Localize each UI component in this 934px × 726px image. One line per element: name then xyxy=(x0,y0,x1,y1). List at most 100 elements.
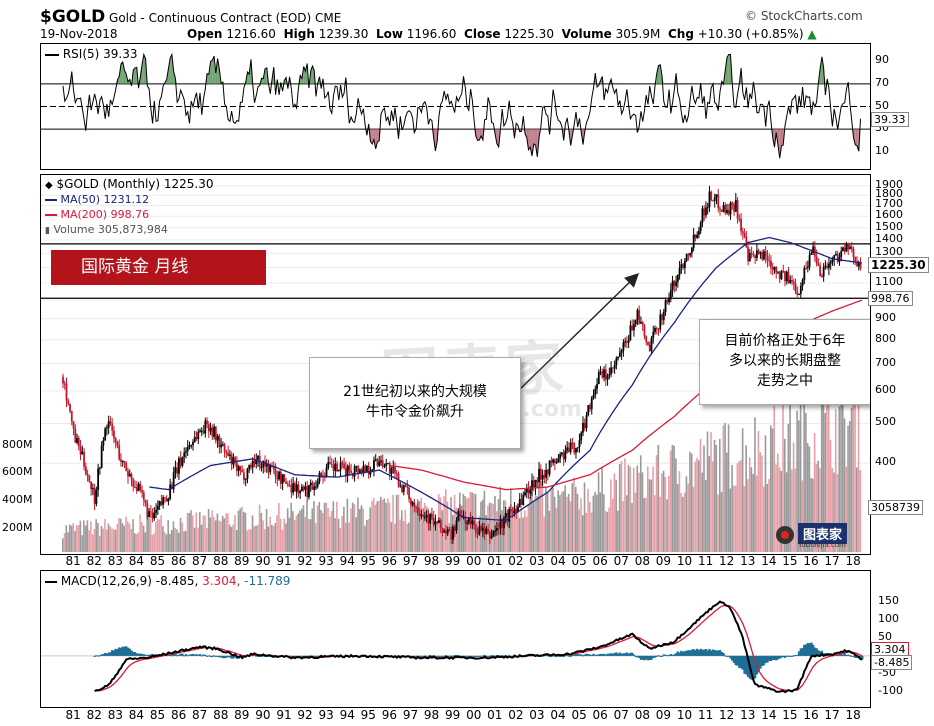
rsi-tick-label: 70 xyxy=(875,75,889,89)
volume-bar xyxy=(696,457,698,552)
volume-bar xyxy=(406,523,408,552)
candle-body xyxy=(655,328,658,330)
volume-bar xyxy=(697,460,700,552)
volume-bar xyxy=(63,533,66,552)
candle-body xyxy=(381,460,384,467)
candle-body xyxy=(824,265,827,268)
volume-bar xyxy=(673,445,675,552)
volume-bar xyxy=(768,479,770,552)
x-axis-label: 89 xyxy=(234,708,250,722)
volume-bar xyxy=(819,468,821,552)
candle-body xyxy=(615,358,618,366)
volume-bar xyxy=(365,520,368,552)
candle-body xyxy=(416,506,419,514)
volume-bar xyxy=(859,470,862,552)
candle-body xyxy=(840,251,843,258)
volume-tick-label: 400M xyxy=(2,493,33,506)
rsi-overbought-fill xyxy=(122,61,125,84)
volume-bar xyxy=(740,460,742,552)
volume-bar xyxy=(650,479,653,552)
volume-bar xyxy=(613,473,616,552)
price-tick-label: 1600 xyxy=(875,208,903,222)
volume-bar xyxy=(601,466,603,552)
candle-body xyxy=(411,502,414,505)
volume-bar xyxy=(213,516,215,552)
volume-bar xyxy=(304,516,307,552)
rsi-oversold-fill xyxy=(481,129,483,140)
volume-bar xyxy=(690,453,693,552)
candle-body xyxy=(186,446,189,452)
x-axis-label-mid: 99 xyxy=(444,554,461,568)
volume-bar xyxy=(694,461,697,552)
candle-body xyxy=(842,247,844,252)
macd-histogram-bar xyxy=(671,654,674,656)
macd-histogram-bar xyxy=(435,655,439,657)
volume-bar xyxy=(611,498,614,552)
volume-bar xyxy=(604,511,607,552)
volume-bar xyxy=(748,457,751,552)
volume-bar xyxy=(764,435,767,552)
volume-bar xyxy=(411,500,414,552)
macd-histogram-bar xyxy=(753,655,757,679)
candle-body xyxy=(527,488,530,494)
macd-histogram-bar xyxy=(548,655,551,657)
volume-bar xyxy=(638,472,640,552)
candle-body xyxy=(717,194,720,209)
candle-body xyxy=(561,452,563,455)
macd-histogram-bar xyxy=(745,655,748,675)
candle-body xyxy=(501,518,504,529)
macd-histogram-bar xyxy=(450,655,453,657)
candle-body xyxy=(344,468,347,476)
macd-histogram-bar xyxy=(493,655,497,657)
candle-body xyxy=(445,530,447,534)
volume-bar xyxy=(508,509,510,552)
volume-bar xyxy=(130,528,133,552)
macd-histogram-bar xyxy=(852,655,855,657)
macd-histogram-bar xyxy=(634,655,637,657)
x-axis-label-mid: 84 xyxy=(128,554,145,568)
volume-bar xyxy=(719,438,721,552)
volume-bar xyxy=(711,461,714,552)
macd-histogram-bar xyxy=(469,655,472,657)
candle-body xyxy=(701,208,704,223)
volume-bar xyxy=(733,485,735,552)
macd-histogram-bar xyxy=(587,654,590,656)
volume-bar xyxy=(429,522,431,552)
macd-histogram-bar xyxy=(125,646,128,656)
rsi-line-icon xyxy=(45,53,59,56)
volume-bar xyxy=(648,479,651,552)
candle-body xyxy=(485,528,488,534)
candle-body xyxy=(673,280,676,287)
x-axis-label: 17 xyxy=(824,708,840,722)
macd-histogram-bar xyxy=(727,655,730,657)
volume-bar xyxy=(539,482,542,552)
candle-body xyxy=(740,218,742,232)
macd-histogram-bar xyxy=(130,650,133,656)
candle-body xyxy=(476,532,479,535)
volume-bar xyxy=(141,521,143,552)
candle-body xyxy=(213,426,215,437)
macd-histogram-bar xyxy=(183,655,186,657)
macd-histogram-bar xyxy=(105,653,109,656)
candle-body xyxy=(662,311,665,321)
macd-histogram-bar xyxy=(608,653,611,656)
volume-bar xyxy=(622,501,624,552)
volume-bar xyxy=(845,466,848,552)
candle-body xyxy=(785,271,788,282)
volume-bar xyxy=(567,493,570,552)
macd-histogram-bar xyxy=(302,655,305,657)
candle-body xyxy=(174,467,177,473)
rsi-chart xyxy=(41,52,870,159)
x-axis-label-mid: 03 xyxy=(529,554,545,568)
volume-bar xyxy=(190,510,192,552)
volume-bar xyxy=(527,504,530,552)
volume-bar xyxy=(246,530,249,552)
candle-body xyxy=(466,522,468,524)
macd-histogram-bar xyxy=(808,643,811,656)
macd-histogram-bar xyxy=(546,655,550,657)
quote-values: Open 1216.60 High 1239.30 Low 1196.60 Cl… xyxy=(187,27,817,41)
macd-histogram-bar xyxy=(729,655,732,659)
macd-histogram-bar xyxy=(488,655,492,657)
rsi-overbought-fill xyxy=(247,72,250,84)
volume-bar xyxy=(710,432,712,552)
